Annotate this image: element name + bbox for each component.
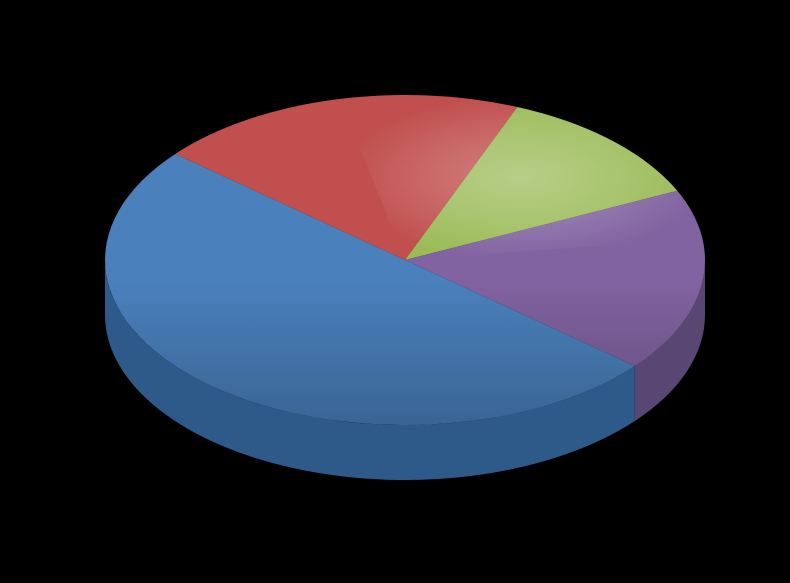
pie-chart-3d bbox=[0, 0, 790, 583]
pie-top-shade bbox=[105, 95, 705, 425]
pie-chart-svg bbox=[0, 0, 790, 583]
